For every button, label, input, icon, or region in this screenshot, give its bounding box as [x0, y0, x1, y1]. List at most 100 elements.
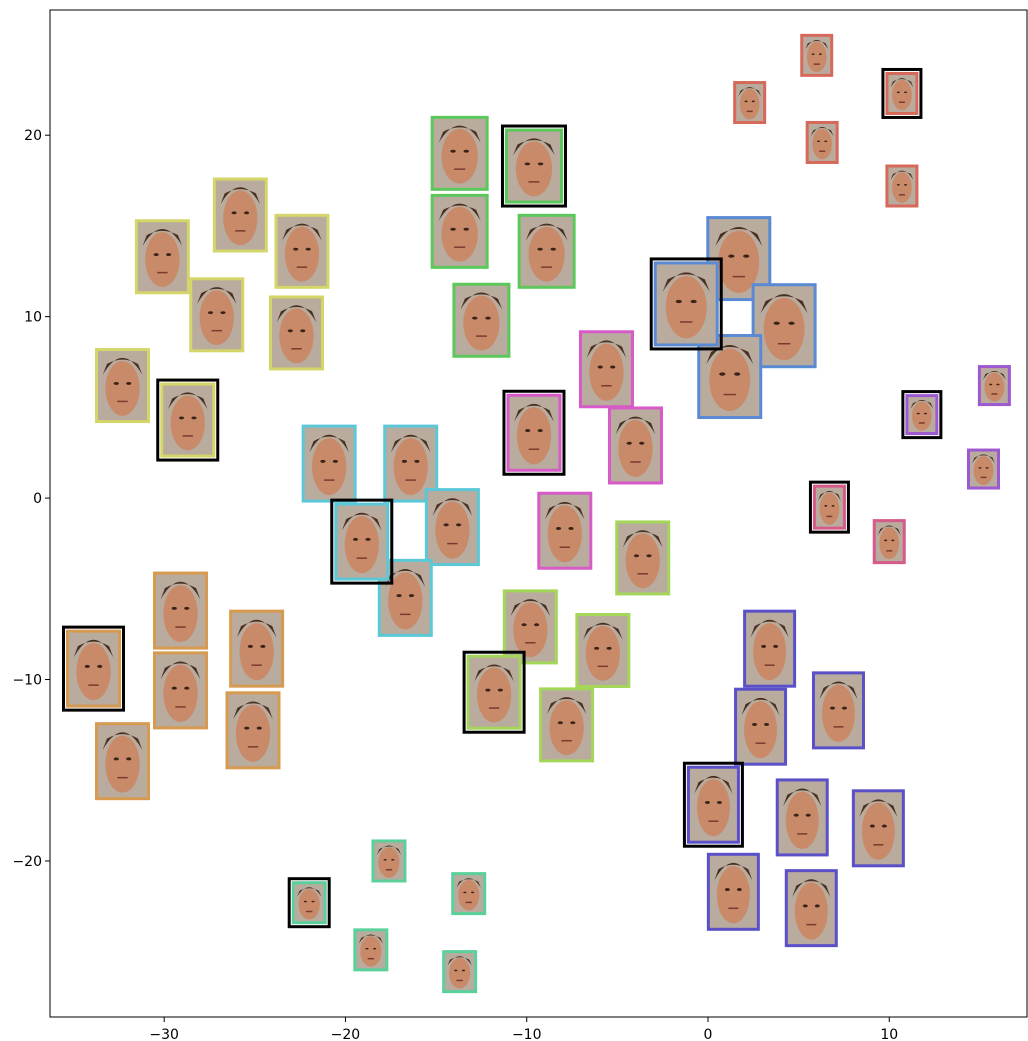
eye: [904, 183, 908, 186]
face-image: [709, 348, 751, 411]
face-thumbnail: [153, 571, 209, 650]
eye: [320, 459, 326, 463]
eye: [704, 800, 710, 804]
face-thumbnail: [734, 687, 788, 766]
eye: [824, 140, 828, 143]
face-image: [861, 802, 895, 860]
face-image: [984, 372, 1005, 402]
y-tick-label: 20: [24, 128, 42, 144]
face-image: [528, 226, 565, 282]
face-image: [744, 701, 778, 759]
eye: [396, 594, 402, 598]
eye: [485, 688, 491, 692]
hair: [474, 664, 514, 682]
face-image: [344, 516, 379, 574]
face-image: [441, 128, 478, 184]
y-tick-label: 0: [33, 491, 42, 507]
face-thumbnail: [733, 81, 767, 125]
eye: [485, 316, 491, 320]
eye: [305, 247, 311, 251]
face-image: [763, 297, 805, 361]
face-image: [753, 623, 787, 681]
eye: [84, 664, 90, 668]
face-thumbnail: [500, 124, 567, 208]
y-tick-label: 10: [24, 310, 42, 326]
face-thumbnail: [805, 120, 839, 164]
face-thumbnail: [225, 691, 281, 770]
eye: [716, 800, 722, 804]
eye: [719, 372, 726, 376]
face-image: [279, 308, 314, 364]
eye: [352, 537, 359, 541]
y-tick-label: −20: [12, 854, 42, 870]
eye: [633, 554, 640, 558]
eye: [260, 644, 266, 648]
hair: [276, 305, 317, 323]
exemplar-outline: [462, 650, 526, 734]
eye: [220, 311, 226, 315]
face-image: [441, 206, 478, 262]
eye: [113, 381, 119, 385]
hair: [760, 294, 808, 314]
hair: [738, 87, 762, 97]
eye: [401, 459, 408, 463]
face-image: [76, 643, 111, 701]
hair: [792, 879, 831, 897]
eye: [568, 526, 574, 530]
eye: [923, 412, 927, 415]
face-thumbnail: [269, 295, 325, 371]
hair: [910, 399, 934, 409]
eye: [463, 149, 470, 153]
face-image: [298, 889, 320, 920]
face-image: [223, 190, 258, 246]
eye: [166, 253, 172, 257]
eye: [287, 329, 293, 333]
eye: [391, 858, 395, 861]
face-image: [911, 401, 932, 431]
eye: [207, 311, 214, 315]
eye: [761, 644, 767, 648]
eye: [597, 365, 603, 369]
eye: [470, 891, 475, 894]
eye: [332, 459, 338, 463]
hair: [513, 138, 555, 156]
face-thumbnail: [517, 213, 576, 289]
eye: [751, 100, 755, 103]
face-thumbnail: [95, 348, 151, 424]
face-image: [665, 276, 707, 339]
hair: [358, 934, 383, 944]
face-thumbnail: [134, 219, 190, 295]
eye: [557, 721, 563, 725]
eye: [408, 594, 415, 598]
eye: [978, 467, 982, 469]
x-tick-label: −30: [149, 1027, 179, 1041]
exemplar-outline: [649, 257, 723, 351]
face-thumbnail: [751, 283, 817, 369]
hair: [715, 227, 763, 247]
eye: [550, 247, 557, 251]
face-thumbnail: [851, 789, 905, 868]
face-image: [199, 290, 234, 346]
face-thumbnail: [615, 520, 671, 596]
eye: [743, 254, 750, 258]
eye: [184, 686, 190, 690]
eye: [724, 888, 730, 892]
face-image: [794, 882, 828, 940]
eye: [606, 646, 612, 650]
eye: [525, 429, 531, 433]
eye: [818, 53, 822, 55]
eye: [454, 969, 458, 972]
face-image: [235, 704, 271, 762]
hair: [297, 887, 322, 897]
eye: [896, 183, 900, 186]
face-image: [388, 572, 423, 630]
hair: [622, 530, 663, 548]
face-image: [360, 936, 382, 967]
face-thumbnail: [885, 164, 919, 208]
eye: [184, 606, 190, 610]
hair: [819, 681, 858, 700]
face-image: [105, 361, 140, 416]
hair: [167, 392, 208, 410]
face-thumbnail: [811, 671, 865, 750]
